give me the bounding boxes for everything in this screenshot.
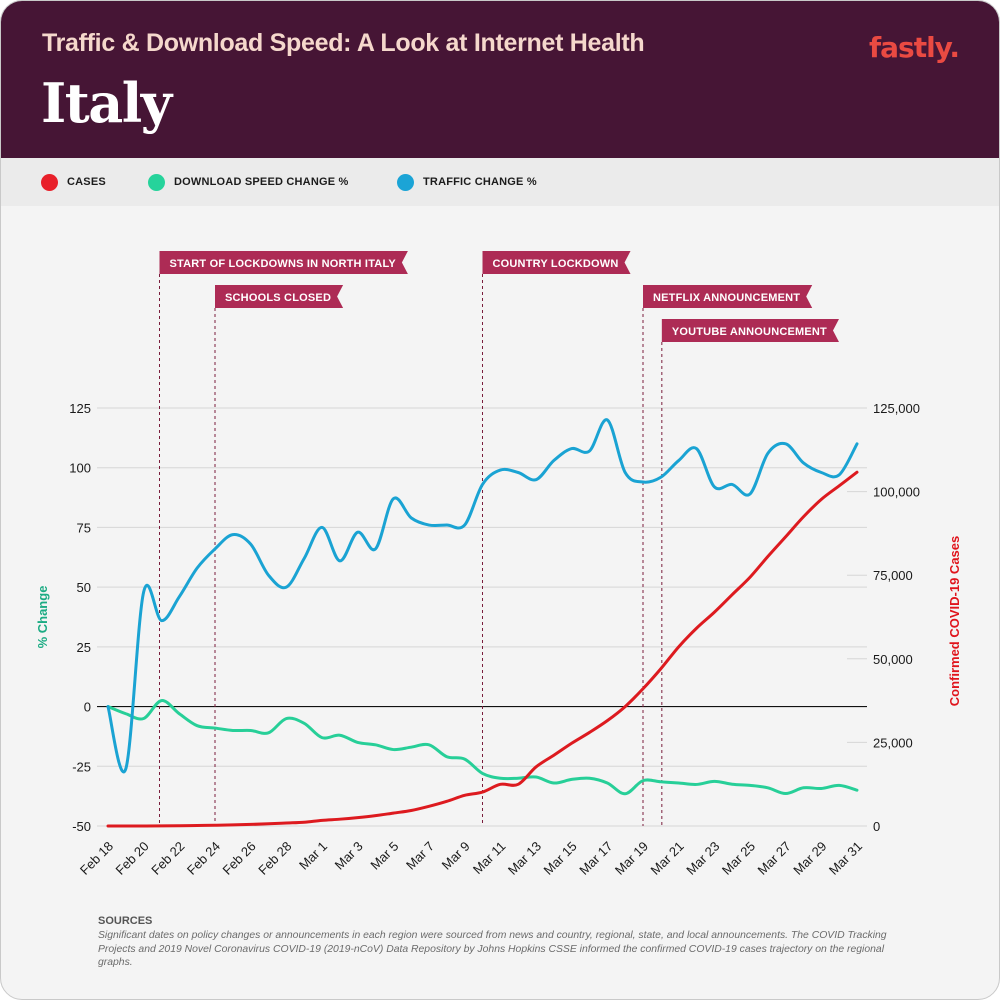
event-banner: COUNTRY LOCKDOWN bbox=[482, 251, 631, 274]
event-banner: SCHOOLS CLOSED bbox=[215, 285, 344, 308]
legend-item-traffic: TRAFFIC CHANGE % bbox=[397, 158, 537, 206]
y-tick-label-right: 75,000 bbox=[873, 568, 913, 583]
y-tick-label-left: 50 bbox=[77, 580, 91, 595]
x-tick-label: Mar 11 bbox=[470, 839, 509, 878]
x-tick-label: Mar 3 bbox=[332, 839, 366, 873]
event-banner-label: NETFLIX ANNOUNCEMENT bbox=[653, 292, 800, 304]
y-tick-label-right: 25,000 bbox=[873, 735, 913, 750]
y-axis-left: 125 100 75 50 25 0 -25 -50 bbox=[69, 401, 91, 834]
page-title: Italy bbox=[41, 71, 172, 135]
legend-item-download-speed: DOWNLOAD SPEED CHANGE % bbox=[148, 158, 349, 206]
x-tick-label: Mar 25 bbox=[719, 839, 758, 878]
x-tick-label: Mar 7 bbox=[403, 839, 437, 873]
legend: CASES DOWNLOAD SPEED CHANGE % TRAFFIC CH… bbox=[1, 158, 999, 206]
x-tick-label: Mar 31 bbox=[826, 839, 865, 878]
y-tick-label-left: -50 bbox=[72, 819, 91, 834]
x-tick-label: Mar 23 bbox=[683, 839, 722, 878]
y-tick-label-left: 75 bbox=[77, 520, 91, 535]
x-tick-label: Feb 28 bbox=[255, 839, 294, 878]
y-tick-label-right: 0 bbox=[873, 819, 880, 834]
sources-title: SOURCES bbox=[98, 915, 153, 927]
x-tick-label: Mar 15 bbox=[541, 839, 580, 878]
event-banner: NETFLIX ANNOUNCEMENT bbox=[643, 285, 813, 308]
y-axis-left-title: % Change bbox=[35, 586, 50, 649]
event-banner-shape bbox=[643, 285, 813, 308]
event-banner-shape bbox=[215, 285, 344, 308]
event-banner-shape bbox=[661, 319, 839, 342]
legend-label: TRAFFIC CHANGE % bbox=[423, 176, 537, 188]
x-tick-label: Feb 20 bbox=[113, 839, 152, 878]
x-tick-label: Mar 9 bbox=[439, 839, 473, 873]
y-tick-label-right: 50,000 bbox=[873, 652, 913, 667]
header: Traffic & Download Speed: A Look at Inte… bbox=[1, 1, 999, 158]
x-tick-label: Feb 24 bbox=[184, 839, 223, 878]
legend-label: DOWNLOAD SPEED CHANGE % bbox=[174, 176, 349, 188]
x-tick-label: Mar 21 bbox=[648, 839, 687, 878]
y-tick-label-left: 0 bbox=[84, 700, 91, 715]
event-banner-shape bbox=[482, 251, 631, 274]
event-banner-label: YOUTUBE ANNOUNCEMENT bbox=[672, 326, 827, 338]
y-tick-label-right: 100,000 bbox=[873, 485, 920, 500]
sources-note: SOURCES Significant dates on policy chan… bbox=[98, 915, 918, 970]
y-axis-right-title: Confirmed COVID-19 Cases bbox=[947, 536, 962, 707]
legend-dot-download-icon bbox=[148, 173, 165, 191]
legend-item-cases: CASES bbox=[41, 158, 106, 206]
x-tick-label: Mar 17 bbox=[576, 839, 615, 878]
legend-label: CASES bbox=[67, 176, 106, 188]
y-axis-right: 125,000 100,000 75,000 50,000 25,000 0 bbox=[873, 401, 920, 834]
x-tick-label: Mar 27 bbox=[755, 839, 794, 878]
legend-dot-traffic-icon bbox=[397, 173, 414, 191]
download-speed-series-line bbox=[106, 699, 859, 796]
event-banner-label: START OF LOCKDOWNS IN NORTH ITALY bbox=[170, 258, 397, 270]
traffic-series-line bbox=[106, 418, 859, 774]
series-lines bbox=[106, 418, 859, 828]
event-banner-shape bbox=[159, 251, 408, 274]
event-annotations: START OF LOCKDOWNS IN NORTH ITALY SCHOOLS… bbox=[159, 251, 839, 826]
x-tick-label: Mar 5 bbox=[367, 839, 401, 873]
y-tick-label-right: 125,000 bbox=[873, 401, 920, 416]
sources-text: Significant dates on policy changes or a… bbox=[98, 930, 887, 968]
y-tick-label-left: -25 bbox=[72, 759, 91, 774]
supertitle: Traffic & Download Speed: A Look at Inte… bbox=[42, 29, 645, 57]
cases-series-line bbox=[106, 470, 859, 828]
fastly-logo: fastly. bbox=[868, 31, 960, 64]
event-banner-label: COUNTRY LOCKDOWN bbox=[493, 258, 619, 270]
event-banner: START OF LOCKDOWNS IN NORTH ITALY bbox=[159, 251, 408, 274]
legend-dot-cases-icon bbox=[41, 173, 58, 191]
x-tick-label: Mar 19 bbox=[612, 839, 651, 878]
x-tick-label: Mar 1 bbox=[296, 839, 330, 873]
x-tick-label: Feb 26 bbox=[220, 839, 259, 878]
event-banner-label: SCHOOLS CLOSED bbox=[225, 292, 331, 304]
x-tick-label: Mar 29 bbox=[790, 839, 829, 878]
x-tick-label: Feb 22 bbox=[148, 839, 187, 878]
y-tick-label-left: 25 bbox=[77, 640, 91, 655]
event-banner: YOUTUBE ANNOUNCEMENT bbox=[661, 319, 839, 342]
y-tick-label-left: 125 bbox=[69, 401, 91, 416]
x-tick-label: Mar 13 bbox=[505, 839, 544, 878]
x-tick-label: Feb 18 bbox=[77, 839, 116, 878]
y-tick-label-left: 100 bbox=[69, 461, 91, 476]
